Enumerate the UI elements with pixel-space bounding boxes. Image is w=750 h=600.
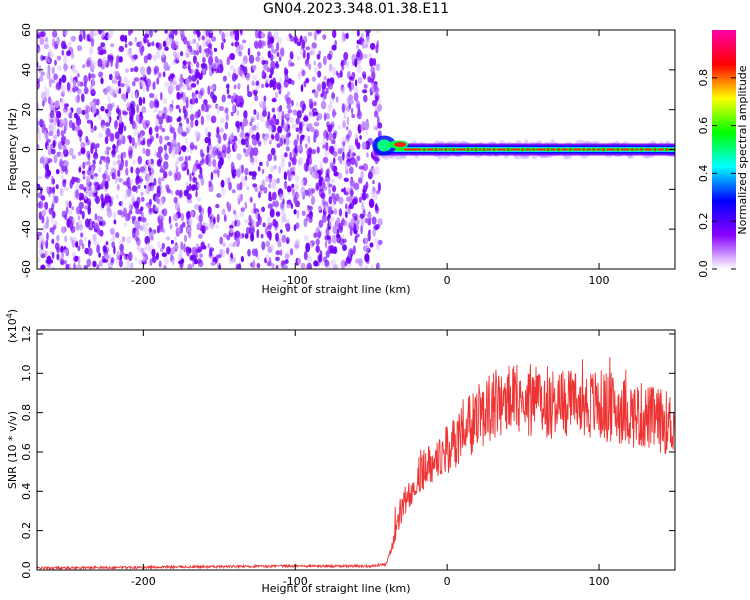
y-tick-label: 0.4 xyxy=(20,483,33,501)
noise-region xyxy=(37,30,383,269)
x-tick-label: -200 xyxy=(131,575,156,588)
y-tick-label: 20 xyxy=(20,103,33,117)
colorbar-tick-label: 0.4 xyxy=(697,165,710,183)
colorbar xyxy=(712,30,736,269)
colorbar-tick-label: 0.8 xyxy=(697,69,710,87)
snr-frame xyxy=(36,329,676,571)
y-tick-label: -60 xyxy=(20,260,33,278)
y-tick-label: 0.0 xyxy=(20,561,33,579)
y-tick-label: 1.0 xyxy=(20,365,33,383)
x-axis-label: Height of straight line (km) xyxy=(261,582,410,595)
y-axis-label: SNR (10 * v/v) xyxy=(6,411,19,489)
y-scale-label: (x104) xyxy=(5,309,19,343)
y-tick-label: -40 xyxy=(20,220,33,238)
y-tick-label: 0.8 xyxy=(20,404,33,422)
chart-title: GN04.2023.348.01.38.E11 xyxy=(262,1,450,17)
x-tick-label: 100 xyxy=(589,575,610,588)
signal-band xyxy=(371,135,675,160)
y-tick-label: 1.2 xyxy=(20,325,33,343)
x-tick-label: -100 xyxy=(283,274,308,287)
x-tick-label: -200 xyxy=(131,274,156,287)
y-tick-label: 0.2 xyxy=(20,522,33,540)
x-tick-label: 0 xyxy=(444,274,451,287)
colorbar-tick-label: 0.2 xyxy=(697,212,710,230)
spectrogram-field xyxy=(37,30,675,269)
colorbar-tick-label: 0.6 xyxy=(697,117,710,135)
colorbar-tick-label: 0.0 xyxy=(697,260,710,278)
snr-series-line xyxy=(37,357,675,570)
colorbar-label: Normalized spectral amplitude xyxy=(736,65,749,234)
y-tick-label: 0.6 xyxy=(20,443,33,461)
y-tick-label: -20 xyxy=(20,180,33,198)
y-tick-label: 0 xyxy=(20,146,33,153)
y-axis-label: Frequency (Hz) xyxy=(6,108,19,191)
x-tick-label: 0 xyxy=(444,575,451,588)
x-axis-label: Height of straight line (km) xyxy=(261,283,410,296)
snr-chart: -200 -100 0 100 0.0 0.2 0.4 0.6 0.8 1.0 1.2 Height … xyxy=(5,309,676,595)
x-tick-label: -100 xyxy=(283,575,308,588)
x-tick-label: 100 xyxy=(589,274,610,287)
y-tick-label: 60 xyxy=(20,23,33,37)
y-tick-label: 40 xyxy=(20,63,33,77)
